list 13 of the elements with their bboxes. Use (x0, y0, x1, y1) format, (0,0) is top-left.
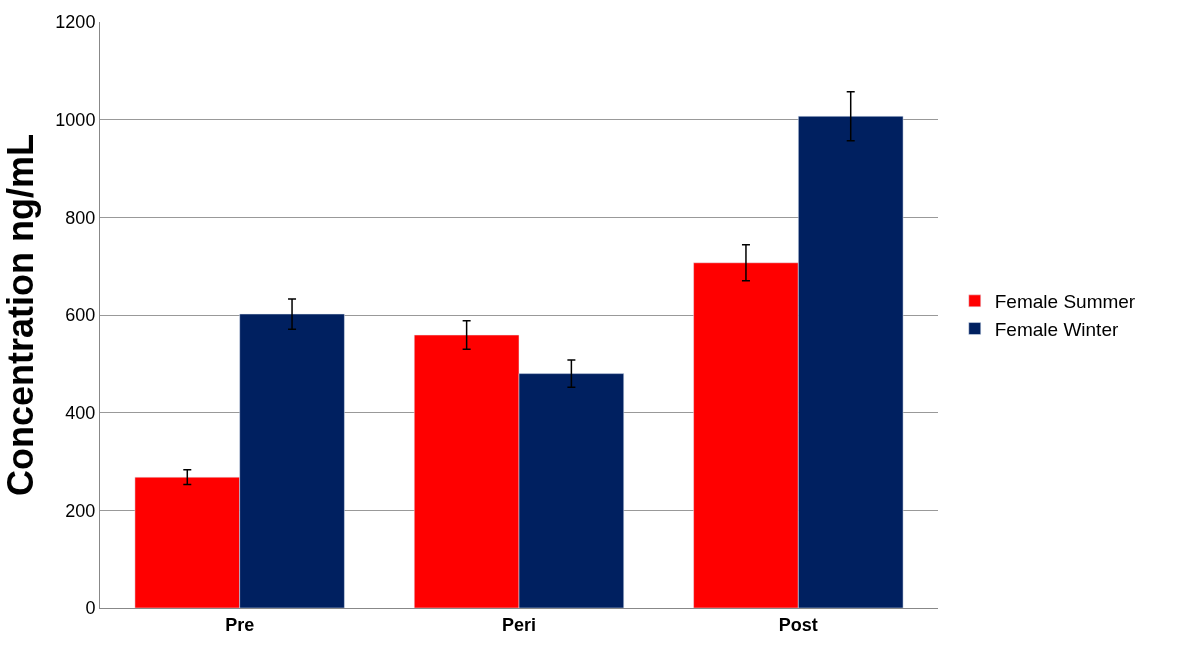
x-tick-label: Post (778, 614, 818, 635)
legend-label: Female Summer (994, 291, 1136, 313)
x-tick-label: Peri (501, 614, 537, 635)
y-tick-label: 200 (65, 500, 96, 521)
y-tick-label: 1000 (55, 109, 96, 130)
x-tick-label: Pre (225, 614, 255, 635)
y-tick-label: 600 (65, 305, 96, 326)
y-tick-label: 800 (65, 207, 96, 228)
legend-label: Female Winter (994, 318, 1119, 340)
y-tick-label: 400 (65, 402, 96, 423)
y-tick-label: 0 (85, 598, 96, 619)
y-axis-title: Concentration ng/mL (0, 134, 41, 496)
y-tick-label: 1200 (55, 12, 96, 33)
